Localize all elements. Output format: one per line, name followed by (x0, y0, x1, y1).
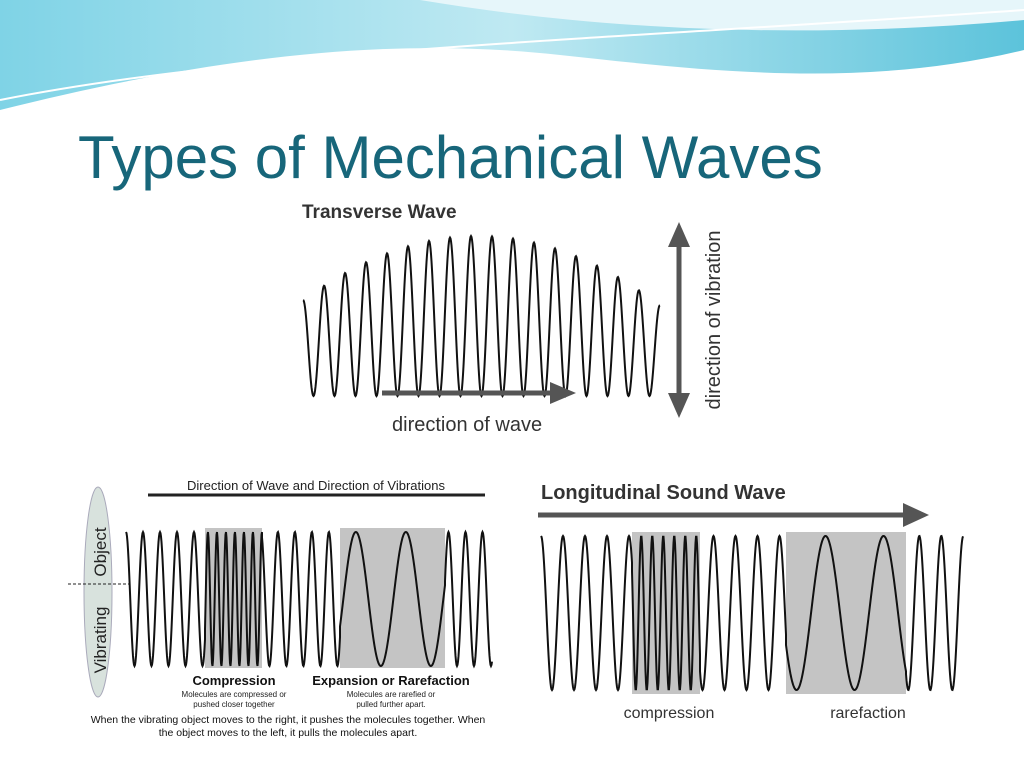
vibration-arrowhead-down (668, 393, 690, 418)
caption-1: When the vibrating object moves to the r… (91, 714, 486, 726)
compression-label: Compression (192, 673, 275, 688)
transverse-panel (298, 196, 728, 440)
wave-direction-label: direction of wave (392, 414, 542, 436)
compression-note-1: Molecules are compressed or (182, 690, 287, 699)
right-rarefaction-zone (786, 532, 906, 694)
object-label-1: Vibrating (91, 607, 110, 674)
right-compression-label: compression (624, 705, 715, 722)
right-arrowhead (903, 503, 929, 527)
wave-arrowhead (550, 382, 576, 404)
header-highlight (0, 0, 1024, 31)
rarefaction-label: Expansion or Rarefaction (312, 673, 470, 688)
caption-2: the object moves to the left, it pulls t… (159, 727, 418, 739)
rarefaction-note-1: Molecules are rarefied or (347, 690, 436, 699)
right-wave (540, 534, 964, 692)
transverse-title: Transverse Wave (302, 202, 457, 223)
compression-note-2: pushed closer together (193, 700, 275, 709)
left-header: Direction of Wave and Direction of Vibra… (187, 478, 445, 493)
right-title: Longitudinal Sound Wave (541, 482, 786, 504)
left-wave (125, 529, 493, 669)
rarefaction-note-2: pulled further apart. (356, 700, 425, 709)
right-rarefaction-label: rarefaction (830, 705, 906, 722)
slide-title: Types of Mechanical Waves (78, 124, 823, 191)
transverse-wave (302, 234, 661, 399)
vibrating-object (83, 486, 113, 698)
header-line (0, 9, 1024, 101)
vibration-direction-label: direction of vibration (703, 231, 725, 410)
object-label-2: Object (91, 527, 110, 576)
vibration-arrowhead-up (668, 222, 690, 247)
